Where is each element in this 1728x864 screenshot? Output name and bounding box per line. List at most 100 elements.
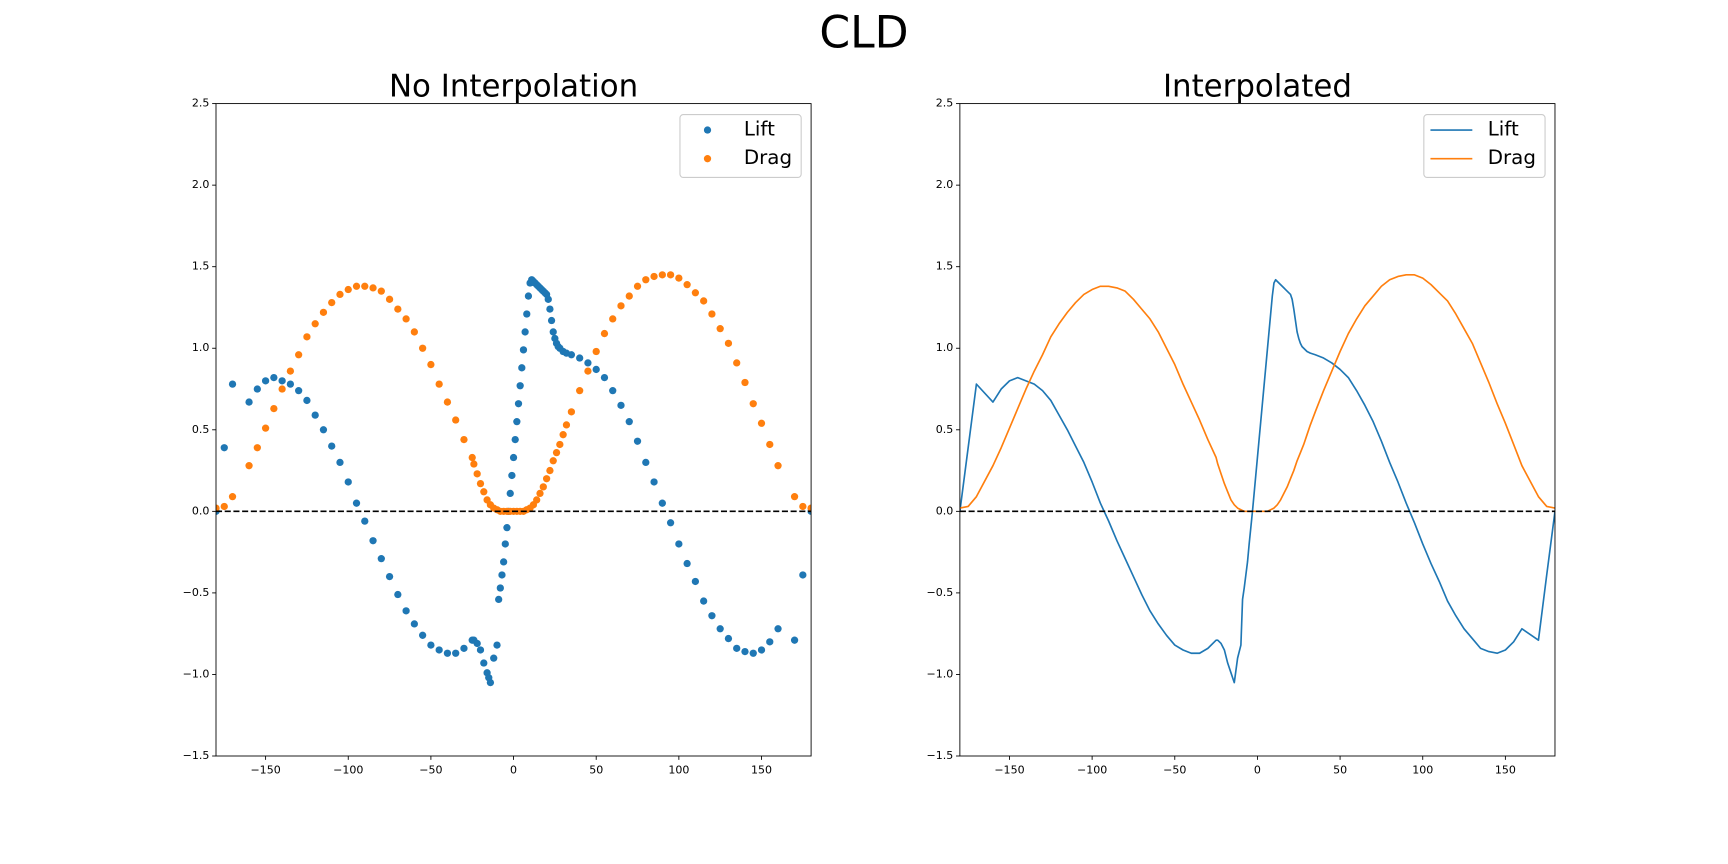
scatter-point [576, 354, 584, 362]
scatter-point [600, 329, 609, 338]
scatter-point [220, 502, 228, 511]
x-tick-label: 50 [589, 763, 603, 776]
scatter-point [418, 631, 427, 639]
scatter-point [278, 385, 286, 393]
scatter-point [311, 320, 319, 328]
y-tick-label: 1.5 [192, 260, 210, 273]
scatter-point [270, 373, 278, 382]
scatter-point [215, 504, 220, 512]
scatter-point [336, 458, 344, 467]
x-tick-label: −150 [994, 763, 1024, 776]
scatter-point [716, 325, 724, 333]
scatter-point [650, 478, 658, 486]
scatter-point [509, 453, 518, 462]
scatter-point [567, 408, 576, 416]
scatter-point [245, 398, 253, 406]
legend-label: Lift [744, 118, 775, 141]
scatter-point [666, 519, 675, 527]
x-tick-label: −100 [1077, 763, 1107, 776]
scatter-point [609, 315, 617, 323]
scatter-point [513, 418, 521, 426]
scatter-point [536, 489, 544, 498]
scatter-point [344, 285, 352, 294]
scatter-point [295, 351, 303, 359]
scatter-point [473, 470, 481, 478]
scatter-point [435, 646, 443, 654]
scatter-point [452, 416, 460, 424]
y-tick-label: 2.0 [192, 178, 210, 191]
scatter-point [501, 540, 509, 548]
scatter-point [757, 646, 766, 654]
scatter-point [270, 404, 278, 413]
scatter-point [328, 442, 336, 450]
scatter-point [724, 339, 733, 347]
scatter-point [708, 612, 716, 620]
scatter-point [749, 649, 757, 657]
y-tick-label: 1.5 [936, 260, 954, 273]
scatter-point [303, 396, 311, 405]
y-tick-label: −0.5 [927, 586, 954, 599]
legend: Lift Drag [1423, 114, 1546, 178]
scatter-point [369, 537, 377, 545]
scatter-point [658, 499, 666, 507]
scatter-point [533, 496, 541, 504]
scatter-point [567, 351, 576, 359]
scatter-point [261, 377, 270, 385]
scatter-point [278, 377, 286, 385]
scatter-point [741, 647, 749, 656]
scatter-point [609, 387, 617, 395]
scatter-point [592, 365, 600, 374]
y-tick-label: 0.5 [936, 423, 954, 436]
scatter-point [549, 457, 557, 465]
scatter-point [499, 558, 508, 566]
scatter-point [418, 344, 427, 352]
axes-frame [215, 103, 812, 757]
scatter-point [452, 649, 460, 657]
scatter-point [642, 276, 650, 284]
x-tick-label: 150 [1495, 763, 1516, 776]
scatter-point [344, 478, 352, 486]
subplot: Interpolated −150 −100 −50 0 50 100 150 −1.5 −1.0… [927, 69, 1556, 776]
scatter-point [625, 418, 633, 426]
x-tick-label: 100 [668, 763, 689, 776]
scatter-point [473, 639, 481, 648]
scatter-point [319, 426, 328, 434]
scatter-point [352, 499, 361, 507]
scatter-point [790, 493, 799, 501]
scatter-point [666, 271, 675, 279]
scatter-point [516, 382, 524, 390]
scatter-point [766, 638, 774, 646]
scatter-point [319, 308, 328, 316]
scatter-point [741, 378, 749, 387]
x-tick-label: 0 [510, 763, 517, 776]
scatter-point [642, 458, 650, 467]
scatter-point [556, 440, 564, 449]
scatter-point [460, 644, 468, 652]
figure-title: CLD [819, 7, 908, 58]
scatter-point [691, 289, 700, 297]
scatter-point [617, 401, 625, 409]
scatter-point [562, 421, 571, 429]
scatter-point [311, 411, 319, 419]
scatter-point [733, 644, 741, 652]
scatter-point [496, 584, 504, 592]
scatter-point [542, 475, 551, 483]
x-tick-label: −50 [419, 763, 442, 776]
scatter-point [658, 271, 666, 279]
scatter-point [790, 636, 799, 644]
scatter-point [633, 437, 642, 445]
scatter-point [427, 360, 435, 369]
x-tick-label: 0 [1254, 763, 1261, 776]
scatter-point [410, 328, 419, 336]
scatter-point [766, 440, 774, 449]
scatter-point [476, 479, 485, 488]
scatter-point [559, 431, 567, 439]
scatter-point [402, 607, 410, 615]
scatter-point [544, 295, 552, 303]
subplot-title: No Interpolation [389, 69, 638, 105]
scatter-point [519, 346, 528, 354]
scatter-point [552, 448, 561, 457]
scatter-point [377, 555, 385, 563]
